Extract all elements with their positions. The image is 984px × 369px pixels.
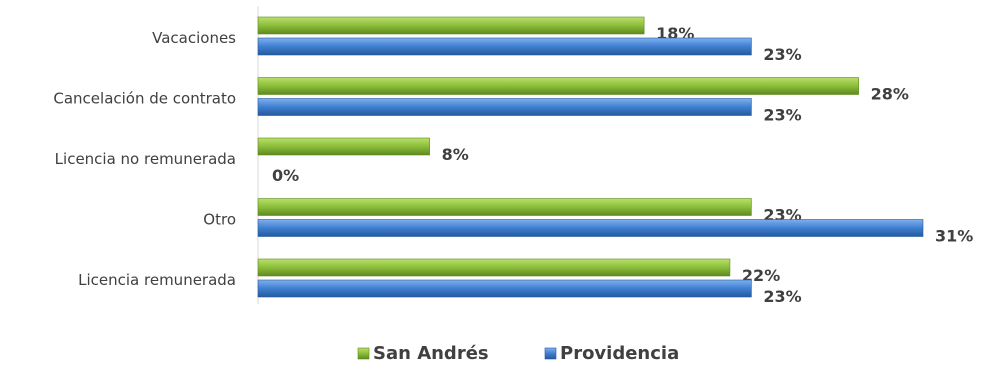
bar-san-andres [257, 198, 752, 216]
data-label: 23% [763, 287, 801, 306]
bar-providencia [257, 279, 752, 298]
category-label: Cancelación de contrato [53, 90, 236, 108]
data-label: 28% [871, 85, 909, 104]
data-label: 0% [272, 166, 299, 185]
data-label: 31% [935, 227, 973, 246]
legend-swatch [357, 347, 370, 360]
bar-providencia [257, 219, 924, 237]
category-label: Licencia no remunerada [55, 150, 236, 168]
legend-label: Providencia [560, 343, 679, 364]
bar-providencia [257, 98, 752, 116]
bar-san-andres [257, 77, 859, 95]
data-label: 23% [763, 106, 801, 125]
plot-area: Vacaciones 18%23%Cancelación de contrato 2… [53, 6, 973, 306]
legend-label: San Andrés [373, 343, 489, 364]
bar-san-andres [257, 16, 645, 35]
category-label: Licencia remunerada [78, 271, 236, 289]
legend: San Andrés Providencia [357, 343, 679, 364]
bar-san-andres [257, 258, 731, 277]
bar-san-andres [257, 137, 430, 156]
category-label: Vacaciones [152, 29, 236, 47]
bar-providencia [257, 37, 752, 56]
legend-swatch [544, 347, 557, 360]
data-label: 23% [763, 45, 801, 64]
data-label: 8% [442, 145, 469, 164]
category-label: Otro [203, 211, 236, 229]
